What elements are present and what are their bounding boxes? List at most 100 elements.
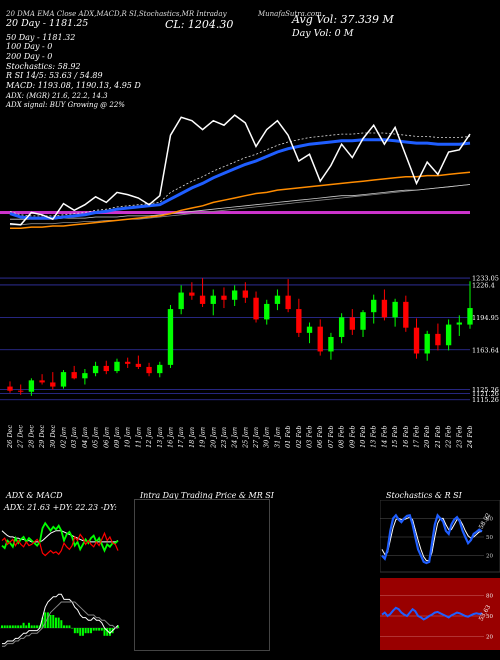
x-axis-label: 04 Jan [81, 427, 89, 448]
x-axis-label: 31 Jan [273, 427, 281, 448]
macd-histogram-bar [3, 625, 6, 628]
x-axis-label: 27 Jan [252, 427, 260, 449]
x-axis-label: 21 Feb [434, 426, 442, 450]
macd-histogram-bar [44, 612, 47, 628]
x-axis-label: 30 Dec [49, 425, 57, 448]
rsi-line [381, 606, 483, 621]
macd-histogram-bar [52, 615, 55, 628]
candle-body [274, 295, 281, 304]
candle-body [328, 336, 334, 352]
x-axis-label: 16 Jan [166, 427, 174, 448]
candle-body [82, 373, 88, 379]
sma-gray-line [10, 184, 471, 226]
sma20-line [9, 138, 471, 220]
macd-histogram-bar [54, 617, 57, 628]
stochastics-level-label: 50 [486, 535, 493, 541]
macd-histogram-bar [49, 615, 52, 628]
x-axis-label: 20 Jan [209, 427, 217, 449]
stochastics-panel-bg [380, 500, 500, 573]
intraday-panel [134, 499, 270, 651]
candle-body [146, 366, 152, 374]
x-axis-label: 05 Jan [92, 427, 100, 448]
x-axis-label: 28 Dec [27, 425, 35, 449]
candle-body [189, 292, 195, 296]
candle-body [71, 372, 77, 379]
x-axis-label: 30 Jan [263, 427, 271, 448]
macd-histogram-bar [81, 628, 84, 636]
candle-body [296, 309, 302, 333]
macd-histogram-bar [19, 625, 22, 628]
macd-histogram-bar [36, 625, 39, 628]
rsi-level-label: 20 [486, 634, 493, 640]
stochastics-label: Stochastics: 58.92 [6, 62, 81, 71]
adx-signal-label: ADX signal: BUY Growing @ 22% [6, 101, 125, 109]
macd-histogram-bar [100, 628, 103, 631]
day-volume-label: Day Vol: 0 M [292, 28, 354, 39]
x-axis-label: 17 Jan [177, 427, 185, 448]
price-level-label: 1233.05 [472, 275, 499, 283]
price-level-label: 1226.4 [472, 281, 495, 289]
candle-body [424, 333, 430, 354]
x-axis-label: 06 Feb [316, 426, 324, 449]
macd-histogram-bar [6, 625, 9, 628]
macd-histogram-bar [17, 625, 20, 628]
price-level-label: 1125.26 [472, 386, 499, 394]
macd-histogram-bar [76, 628, 79, 634]
macd-histogram-bar [92, 628, 95, 631]
x-axis-label: 26 Dec [6, 425, 14, 449]
sma20-dotted-line [9, 132, 471, 217]
ema50-line [10, 171, 471, 229]
candle-body [403, 301, 409, 328]
stochastics-level-label: 20 [486, 554, 493, 560]
candle-body [18, 390, 24, 392]
site-label: MunafaSutra.com [258, 10, 322, 18]
candle-body [445, 324, 452, 346]
x-axis-label: 23 Feb [455, 426, 463, 450]
sma100-label: 100 Day - 0 [6, 42, 53, 51]
macd-signal-line [2, 601, 118, 647]
price-level-label: 1121.26 [472, 390, 499, 398]
sma50-label: 50 Day - 1181.32 [6, 33, 76, 42]
ema200-line [0, 211, 470, 215]
macd-label: MACD: 1193.08, 1190.13, 4.95 D [6, 81, 141, 90]
x-axis-label: 19 Jan [199, 427, 207, 448]
x-axis-label: 29 Dec [38, 425, 46, 449]
macd-histogram-bar [65, 625, 68, 628]
candle-body [50, 382, 56, 387]
candle-body [135, 363, 142, 367]
candle-body [306, 326, 313, 333]
candle-body [39, 380, 45, 383]
candle-body [210, 295, 216, 304]
adx-values-label: ADX: 21.63 +DY: 22.23 -DY: 14.32 [3, 503, 120, 512]
x-axis-label: 13 Feb [370, 426, 378, 449]
macd-histogram-bar [14, 625, 17, 628]
macd-histogram-bar [63, 625, 66, 628]
candle-body [167, 309, 174, 365]
macd-histogram-bar [22, 622, 25, 628]
x-axis-label: 02 Jan [59, 427, 67, 448]
candle-body [199, 295, 206, 304]
sma20-label: 20 Day - 1181.25 [6, 18, 89, 29]
x-axis-label: 16 Feb [402, 426, 410, 449]
candle-body [381, 299, 388, 318]
x-axis-label: 24 Jan [231, 427, 239, 449]
x-axis-label: 09 Jan [113, 427, 121, 448]
rsi-label: R SI 14/5: 53.63 / 54.89 [6, 71, 103, 80]
x-axis-label: 03 Feb [306, 426, 314, 449]
candle-body [103, 365, 109, 372]
avg-volume-label: Avg Vol: 37.339 M [292, 13, 394, 26]
close-price-line [9, 114, 471, 226]
x-axis-label: 06 Jan [102, 427, 110, 448]
candle-body [371, 299, 377, 313]
macd-histogram-bar [79, 628, 82, 636]
macd-histogram-bar [87, 628, 90, 634]
x-axis-label: 22 Feb [445, 426, 453, 450]
macd-histogram-bar [95, 628, 98, 631]
candle-body [338, 317, 345, 337]
candle-body [253, 297, 259, 320]
x-axis-label: 07 Feb [327, 426, 335, 449]
candle-body [360, 312, 366, 330]
macd-histogram-bar [27, 622, 30, 628]
price-level-label: 1163.64 [472, 346, 499, 354]
